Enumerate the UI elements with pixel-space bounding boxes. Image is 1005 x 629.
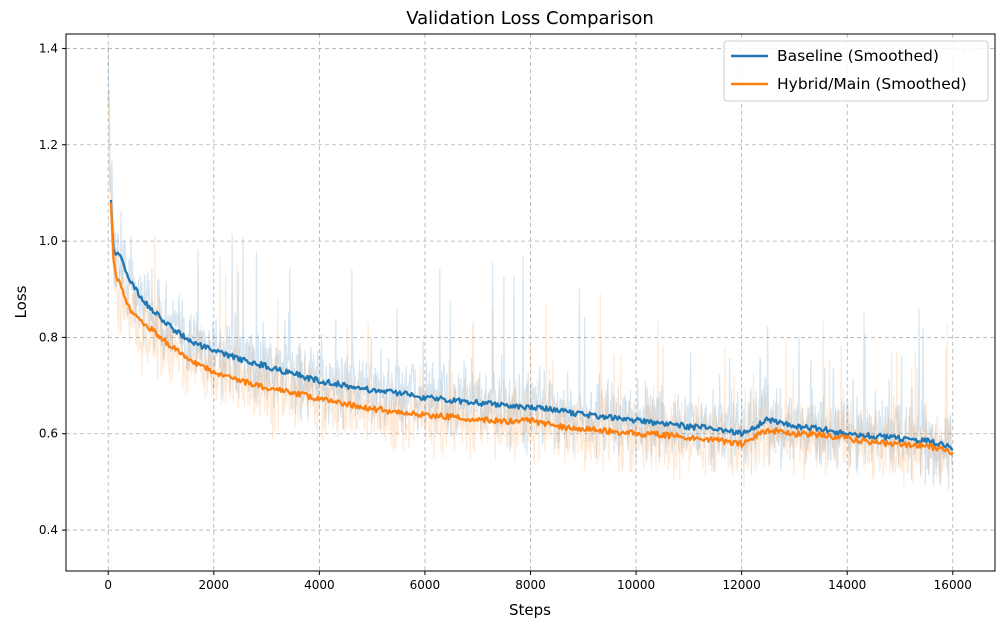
x-tick-label: 14000 xyxy=(828,578,866,592)
y-tick-label: 1.2 xyxy=(39,138,58,152)
x-axis-ticks: 0 2000 4000 6000 8000 10000 12000 14000 16000 xyxy=(104,571,972,592)
x-tick-label: 10000 xyxy=(617,578,655,592)
grid xyxy=(66,34,995,571)
y-axis-label: Loss xyxy=(12,285,30,318)
smoothed-lines xyxy=(109,199,954,456)
series-line-baseline xyxy=(109,199,954,451)
chart-title: Validation Loss Comparison xyxy=(406,8,654,29)
y-axis-ticks: 0.4 0.6 0.8 1.0 1.2 1.4 xyxy=(39,41,66,537)
x-tick-label: 12000 xyxy=(723,578,761,592)
x-tick-label: 2000 xyxy=(199,578,230,592)
y-tick-label: 1.4 xyxy=(39,41,58,55)
y-tick-label: 0.6 xyxy=(39,427,58,441)
y-tick-label: 1.0 xyxy=(39,234,58,248)
x-tick-label: 4000 xyxy=(304,578,335,592)
legend-label-hybrid: Hybrid/Main (Smoothed) xyxy=(777,75,967,93)
x-tick-label: 6000 xyxy=(410,578,441,592)
legend-box xyxy=(723,40,989,102)
y-tick-label: 0.8 xyxy=(39,330,58,344)
legend-label-baseline: Baseline (Smoothed) xyxy=(777,47,939,65)
y-tick-label: 0.4 xyxy=(39,523,58,537)
series-line-hybrid xyxy=(109,202,954,456)
legend: Baseline (Smoothed) Hybrid/Main (Smoothe… xyxy=(723,40,989,102)
x-axis-label: Steps xyxy=(509,601,551,619)
x-tick-label: 16000 xyxy=(934,578,972,592)
x-tick-label: 0 xyxy=(104,578,112,592)
x-tick-label: 8000 xyxy=(515,578,546,592)
